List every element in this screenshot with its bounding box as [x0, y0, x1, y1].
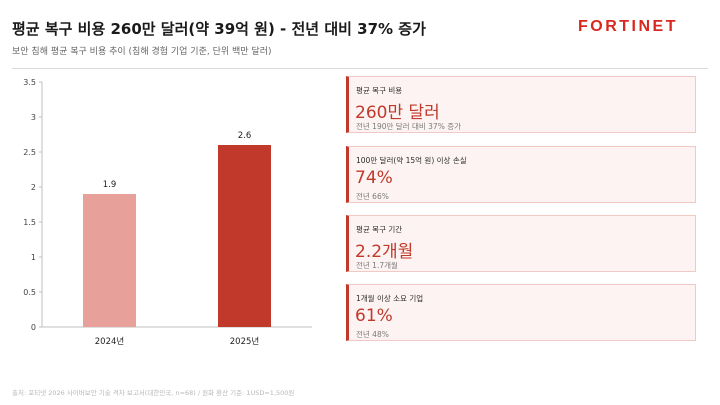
svg-text:FORTINET: FORTINET	[578, 18, 678, 34]
bar	[218, 145, 271, 327]
kpi-card-million-loss: 100만 달러(약 15억 원) 이상 손실 74% 전년 66%	[346, 146, 696, 203]
bar-value-label: 1.9	[103, 180, 117, 190]
kpi-card-value: 74%	[355, 168, 393, 188]
kpi-card-value: 2.2개월	[355, 242, 414, 262]
y-tick-label: 0.5	[23, 288, 36, 297]
page-title: 평균 복구 비용 260만 달러(약 39억 원) - 전년 대비 37% 증가	[12, 20, 426, 38]
x-category-label: 2025년	[230, 336, 259, 347]
kpi-card-label: 평균 복구 비용	[356, 86, 403, 95]
kpi-card-sub: 전년 66%	[356, 192, 389, 201]
recovery-cost-bar-chart: 0 0.5 1 1.5 2 2.5 3 3.5 1.9 2024년 2.6 2025년	[23, 78, 312, 347]
header-divider	[12, 68, 708, 69]
bar	[83, 194, 136, 327]
page-subtitle: 보안 침해 평균 복구 비용 추이 (침해 경험 기업 기준, 단위 백만 달러…	[12, 47, 272, 57]
kpi-card-sub: 전년 1.7개월	[356, 261, 398, 270]
y-tick-label: 2.5	[23, 148, 36, 157]
kpi-card-recovery-period: 평균 복구 기간 2.2개월 전년 1.7개월	[346, 215, 696, 272]
x-category-label: 2024년	[95, 336, 124, 347]
kpi-card-label: 100만 달러(약 15억 원) 이상 손실	[356, 156, 467, 165]
kpi-card-over-one-month: 1개월 이상 소요 기업 61% 전년 48%	[346, 284, 696, 341]
source-note: 출처: 포티넷 2026 사이버보안 기술 격차 보고서(대한민국, n=68)…	[12, 389, 295, 397]
kpi-card-value: 260만 달러	[355, 103, 440, 123]
y-tick-label: 0	[31, 323, 36, 332]
kpi-card-value: 61%	[355, 306, 393, 326]
y-tick-label: 3	[31, 113, 36, 122]
y-tick-label: 1	[31, 253, 36, 262]
kpi-card-label: 평균 복구 기간	[356, 225, 403, 234]
kpi-card-average-cost: 평균 복구 비용 260만 달러 전년 190만 달러 대비 37% 증가	[346, 76, 696, 133]
y-tick-label: 1.5	[23, 218, 36, 227]
fortinet-logo: FORTINET	[578, 18, 678, 34]
kpi-card-label: 1개월 이상 소요 기업	[356, 294, 424, 303]
kpi-card-sub: 전년 190만 달러 대비 37% 증가	[356, 122, 462, 131]
kpi-card-sub: 전년 48%	[356, 330, 389, 339]
y-tick-label: 3.5	[23, 78, 36, 87]
y-tick-label: 2	[31, 183, 36, 192]
bar-value-label: 2.6	[238, 131, 252, 141]
